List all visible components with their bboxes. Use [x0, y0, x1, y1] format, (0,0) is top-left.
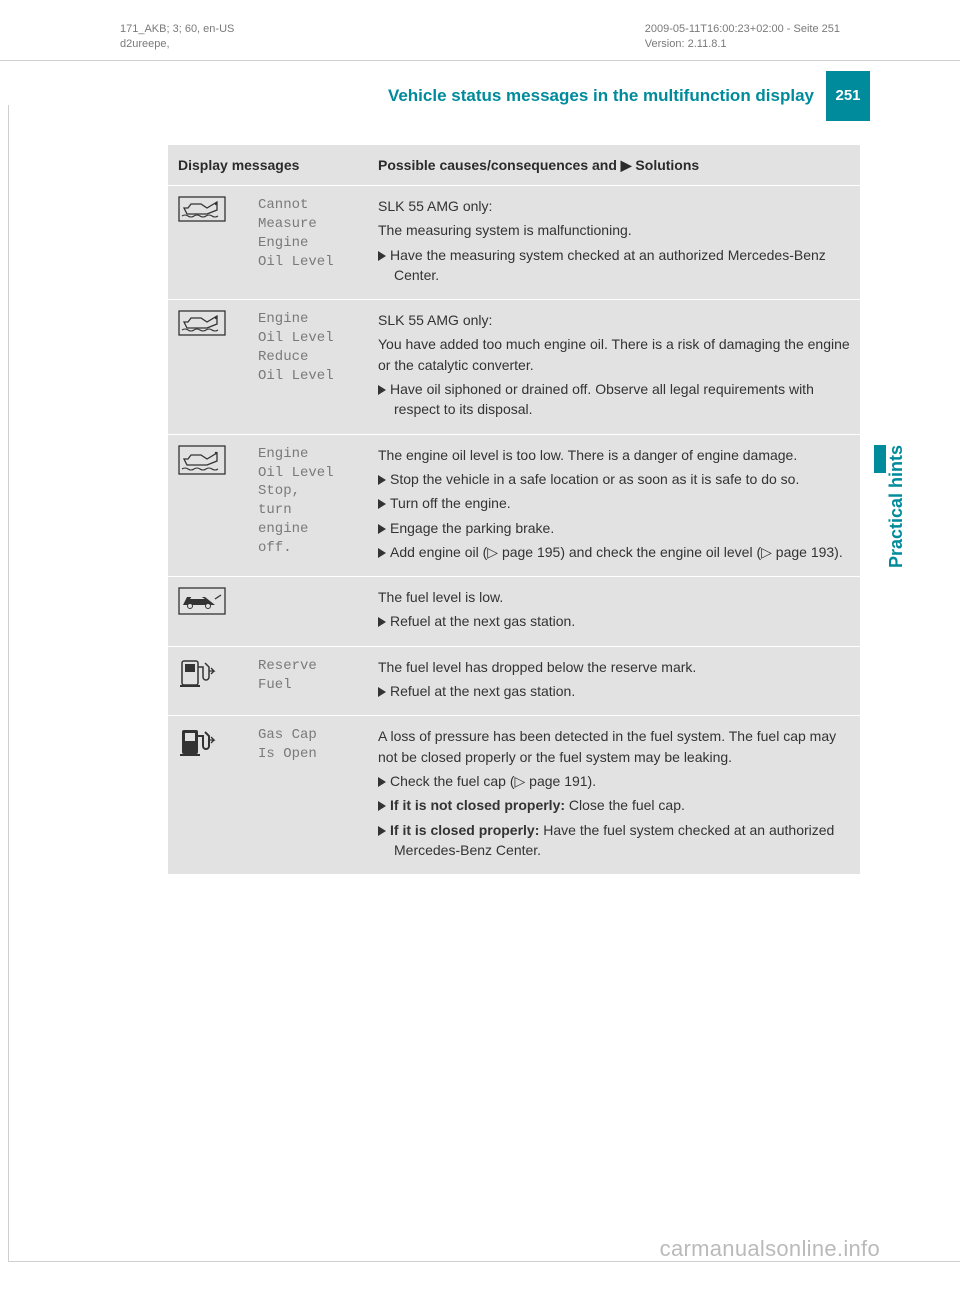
message-cell: ReserveFuel	[248, 646, 368, 716]
crop-bottom-line	[8, 1261, 960, 1262]
bullet-triangle-icon	[378, 524, 386, 534]
solution-bullet: Stop the vehicle in a safe location or a…	[378, 469, 850, 489]
solution-paragraph: The fuel level has dropped below the res…	[378, 657, 850, 677]
bullet-triangle-icon	[378, 385, 386, 395]
display-message-text: ReserveFuel	[258, 657, 358, 695]
oil-can-icon	[178, 310, 226, 336]
message-cell: Gas CapIs Open	[248, 716, 368, 875]
meta-right-line2: Version: 2.11.8.1	[645, 37, 840, 52]
icon-cell	[168, 434, 248, 576]
solution-bullet: Add engine oil (▷ page 195) and check th…	[378, 542, 850, 562]
display-message-text: EngineOil LevelReduceOil Level	[258, 310, 358, 386]
crop-left-line	[8, 105, 9, 1262]
solution-bullet: Engage the parking brake.	[378, 518, 850, 538]
solution-bullet: If it is closed properly: Have the fuel …	[378, 820, 850, 861]
watermark: carmanualsonline.info	[660, 1236, 880, 1262]
oil-can-icon	[178, 196, 226, 222]
solution-paragraph: The engine oil level is too low. There i…	[378, 445, 850, 465]
messages-table: Display messagesPossible causes/conseque…	[168, 145, 860, 875]
meta-right-line1: 2009-05-11T16:00:23+02:00 - Seite 251	[645, 22, 840, 37]
side-tab-label: Practical hints	[886, 445, 906, 568]
icon-cell	[168, 185, 248, 299]
message-cell: EngineOil LevelReduceOil Level	[248, 300, 368, 434]
display-message-text: Gas CapIs Open	[258, 726, 358, 764]
bullet-triangle-icon	[378, 475, 386, 485]
solution-paragraph: A loss of pressure has been detected in …	[378, 726, 850, 767]
content-area: Display messagesPossible causes/conseque…	[168, 145, 860, 875]
table-row: ReserveFuel The fuel level has dropped be…	[168, 646, 860, 716]
solution-cell: SLK 55 AMG only: You have added too much …	[368, 300, 860, 434]
bullet-triangle-icon	[378, 801, 386, 811]
table-row: Gas CapIs Open A loss of pressure has bee…	[168, 716, 860, 875]
solution-bullet: Check the fuel cap (▷ page 191).	[378, 771, 850, 791]
bullet-bold: If it is closed properly:	[390, 822, 539, 838]
bullet-triangle-icon	[378, 617, 386, 627]
bullet-triangle-icon	[378, 777, 386, 787]
solution-bullet: Refuel at the next gas station.	[378, 611, 850, 631]
icon-cell	[168, 646, 248, 716]
bullet-bold: If it is not closed properly:	[390, 797, 565, 813]
display-message-text: CannotMeasureEngineOil Level	[258, 196, 358, 272]
table-row: EngineOil LevelStop,turnengineoff. The en…	[168, 434, 860, 576]
solution-paragraph: The measuring system is malfunctioning.	[378, 220, 850, 240]
page-header: Vehicle status messages in the multifunc…	[0, 71, 870, 121]
solution-cell: The engine oil level is too low. There i…	[368, 434, 860, 576]
meta-header: 171_AKB; 3; 60, en-US d2ureepe, 2009-05-…	[0, 0, 960, 60]
crop-top-line	[0, 60, 960, 61]
bullet-triangle-icon	[378, 499, 386, 509]
solution-bullet: Have oil siphoned or drained off. Observ…	[378, 379, 850, 420]
message-cell: CannotMeasureEngineOil Level	[248, 185, 368, 299]
solution-paragraph: The fuel level is low.	[378, 587, 850, 607]
solution-cell: SLK 55 AMG only: The measuring system is …	[368, 185, 860, 299]
meta-left: 171_AKB; 3; 60, en-US d2ureepe,	[120, 22, 234, 52]
bullet-triangle-icon	[378, 687, 386, 697]
side-tab: Practical hints	[886, 445, 907, 568]
table-row: CannotMeasureEngineOil LevelSLK 55 AMG o…	[168, 185, 860, 299]
page-number: 251	[835, 87, 860, 104]
header-display-messages: Display messages	[168, 145, 368, 186]
solution-bullet: Turn off the engine.	[378, 493, 850, 513]
side-tab-marker	[874, 445, 886, 473]
solution-cell: A loss of pressure has been detected in …	[368, 716, 860, 875]
message-cell: EngineOil LevelStop,turnengineoff.	[248, 434, 368, 576]
solution-lead: SLK 55 AMG only:	[378, 310, 850, 330]
car-icon	[178, 587, 226, 615]
solution-cell: The fuel level is low. Refuel at the next…	[368, 577, 860, 647]
icon-cell	[168, 577, 248, 647]
header-solutions: Possible causes/consequences and ▶ Solut…	[368, 145, 860, 186]
page-number-box: 251	[826, 71, 870, 121]
bullet-triangle-icon	[378, 251, 386, 261]
message-cell	[248, 577, 368, 647]
bullet-triangle-icon	[378, 826, 386, 836]
fuel-pump-solid-icon	[178, 726, 218, 758]
table-row: The fuel level is low. Refuel at the next…	[168, 577, 860, 647]
fuel-pump-outline-icon	[178, 657, 218, 689]
solution-bullet: Refuel at the next gas station.	[378, 681, 850, 701]
section-title: Vehicle status messages in the multifunc…	[388, 86, 814, 106]
solution-bullet: If it is not closed properly: Close the …	[378, 795, 850, 815]
meta-left-line2: d2ureepe,	[120, 37, 234, 52]
oil-can-box-icon	[178, 445, 226, 475]
table-header-row: Display messagesPossible causes/conseque…	[168, 145, 860, 186]
meta-left-line1: 171_AKB; 3; 60, en-US	[120, 22, 234, 37]
icon-cell	[168, 300, 248, 434]
solution-cell: The fuel level has dropped below the res…	[368, 646, 860, 716]
icon-cell	[168, 716, 248, 875]
solution-lead: SLK 55 AMG only:	[378, 196, 850, 216]
display-message-text: EngineOil LevelStop,turnengineoff.	[258, 445, 358, 558]
bullet-triangle-icon	[378, 548, 386, 558]
meta-right: 2009-05-11T16:00:23+02:00 - Seite 251 Ve…	[645, 22, 840, 52]
table-row: EngineOil LevelReduceOil LevelSLK 55 AMG…	[168, 300, 860, 434]
solution-paragraph: You have added too much engine oil. Ther…	[378, 334, 850, 375]
solution-bullet: Have the measuring system checked at an …	[378, 245, 850, 286]
